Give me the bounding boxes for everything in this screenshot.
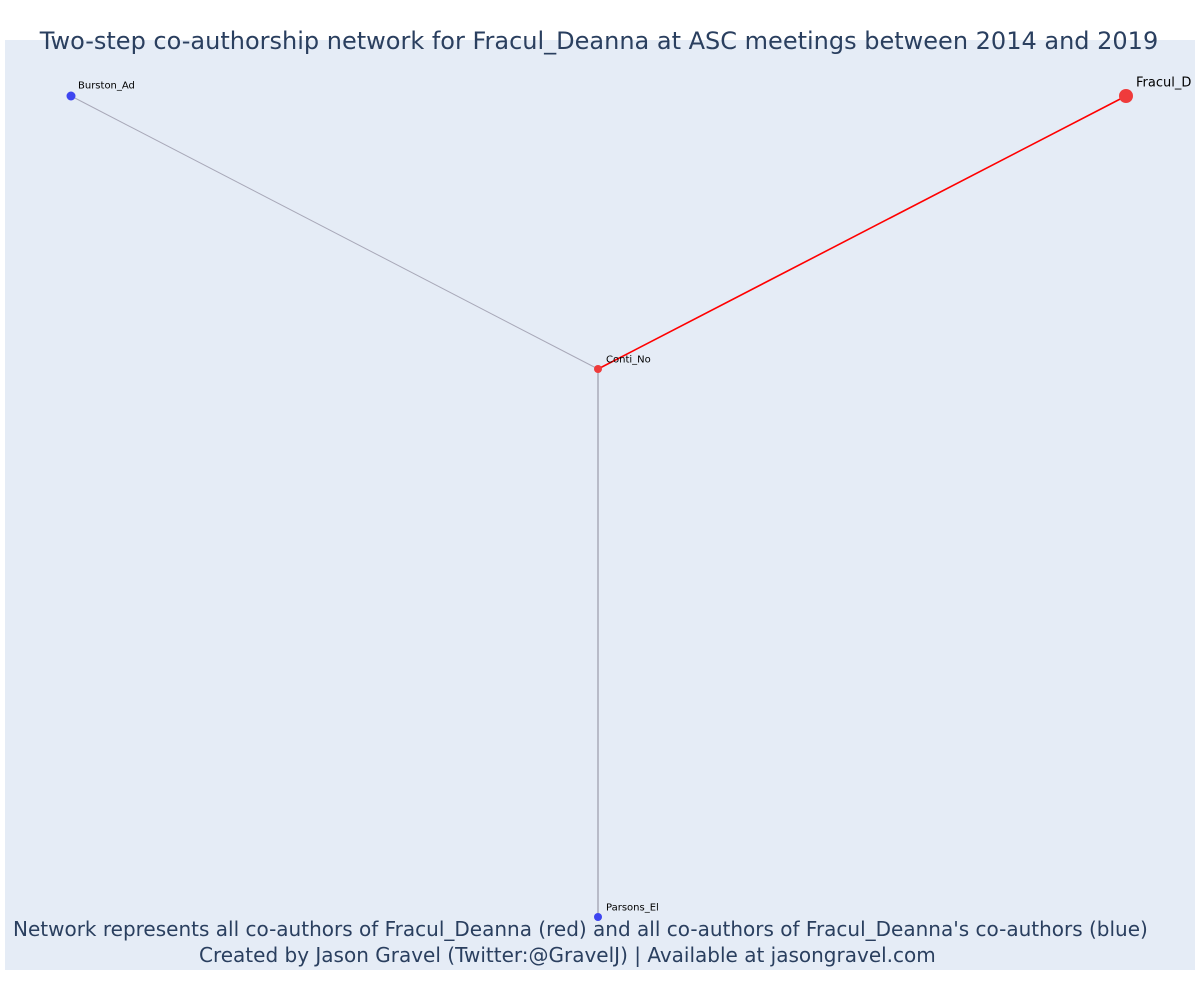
node-label-parsons: Parsons_El xyxy=(606,903,659,914)
edge-conti-burston xyxy=(70,95,599,370)
node-burston[interactable] xyxy=(66,91,76,101)
chart-title: Two-step co-authorship network for Fracu… xyxy=(39,27,1159,55)
plot-area xyxy=(5,40,1195,970)
caption-line-2: Created by Jason Gravel (Twitter:@Gravel… xyxy=(199,943,936,967)
labels-layer: Fracul_D Conti_No Burston_Ad Parsons_El xyxy=(78,76,1191,914)
caption-line-1: Network represents all co-authors of Fra… xyxy=(13,917,1148,941)
node-label-conti: Conti_No xyxy=(606,355,651,366)
edges-layer xyxy=(70,95,1127,917)
node-conti[interactable] xyxy=(594,365,602,373)
node-parsons[interactable] xyxy=(594,913,602,921)
nodes-layer xyxy=(66,89,1133,921)
node-fracul[interactable] xyxy=(1119,89,1133,103)
edge-fracul-conti xyxy=(597,95,1127,370)
node-label-burston: Burston_Ad xyxy=(78,81,135,92)
node-label-fracul: Fracul_D xyxy=(1136,76,1191,91)
